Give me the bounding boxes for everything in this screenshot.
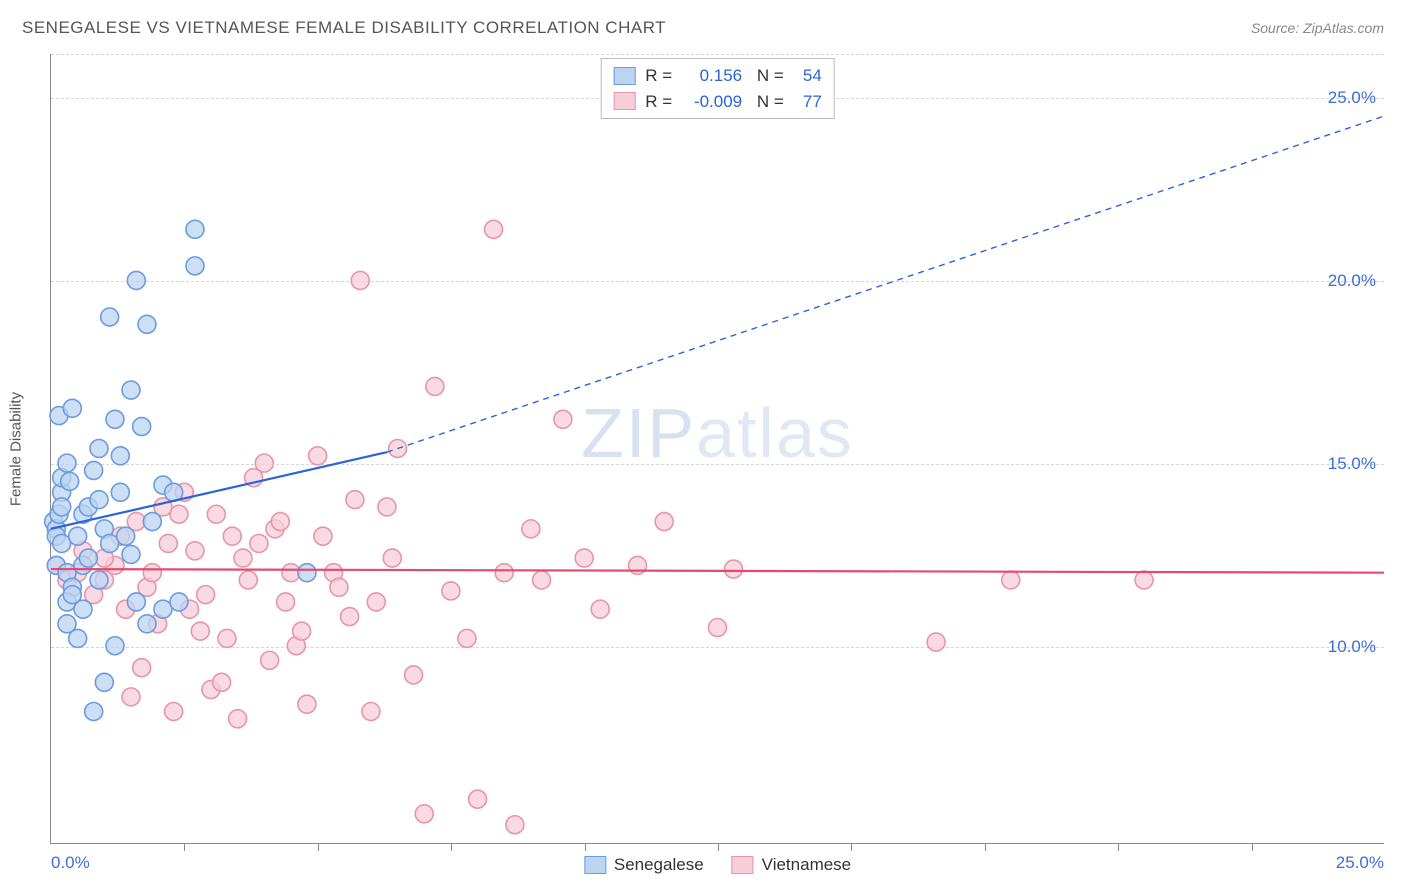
- legend-label-2: Vietnamese: [762, 855, 851, 875]
- legend-label-1: Senegalese: [614, 855, 704, 875]
- n-value-2: 77: [794, 89, 822, 115]
- swatch-senegalese: [613, 67, 635, 85]
- r-value-2: -0.009: [682, 89, 742, 115]
- stats-box: R = 0.156 N = 54 R = -0.009 N = 77: [600, 58, 835, 119]
- source-label: Source: ZipAtlas.com: [1251, 20, 1384, 36]
- stats-row-senegalese: R = 0.156 N = 54: [613, 63, 822, 89]
- x-max-label: 25.0%: [1336, 853, 1384, 873]
- legend-swatch-vietnamese: [732, 856, 754, 874]
- n-value-1: 54: [794, 63, 822, 89]
- legend: Senegalese Vietnamese: [584, 855, 851, 875]
- x-origin-label: 0.0%: [51, 853, 90, 873]
- y-axis-label: Female Disability: [8, 392, 25, 506]
- plot-area: ZIPatlas 10.0%15.0%20.0%25.0% R = 0.156 …: [50, 54, 1384, 844]
- legend-swatch-senegalese: [584, 856, 606, 874]
- stats-row-vietnamese: R = -0.009 N = 77: [613, 89, 822, 115]
- swatch-vietnamese: [613, 92, 635, 110]
- chart-title: SENEGALESE VS VIETNAMESE FEMALE DISABILI…: [22, 18, 666, 38]
- scatter-svg: [51, 54, 1384, 843]
- r-value-1: 0.156: [682, 63, 742, 89]
- legend-item-vietnamese: Vietnamese: [732, 855, 851, 875]
- legend-item-senegalese: Senegalese: [584, 855, 704, 875]
